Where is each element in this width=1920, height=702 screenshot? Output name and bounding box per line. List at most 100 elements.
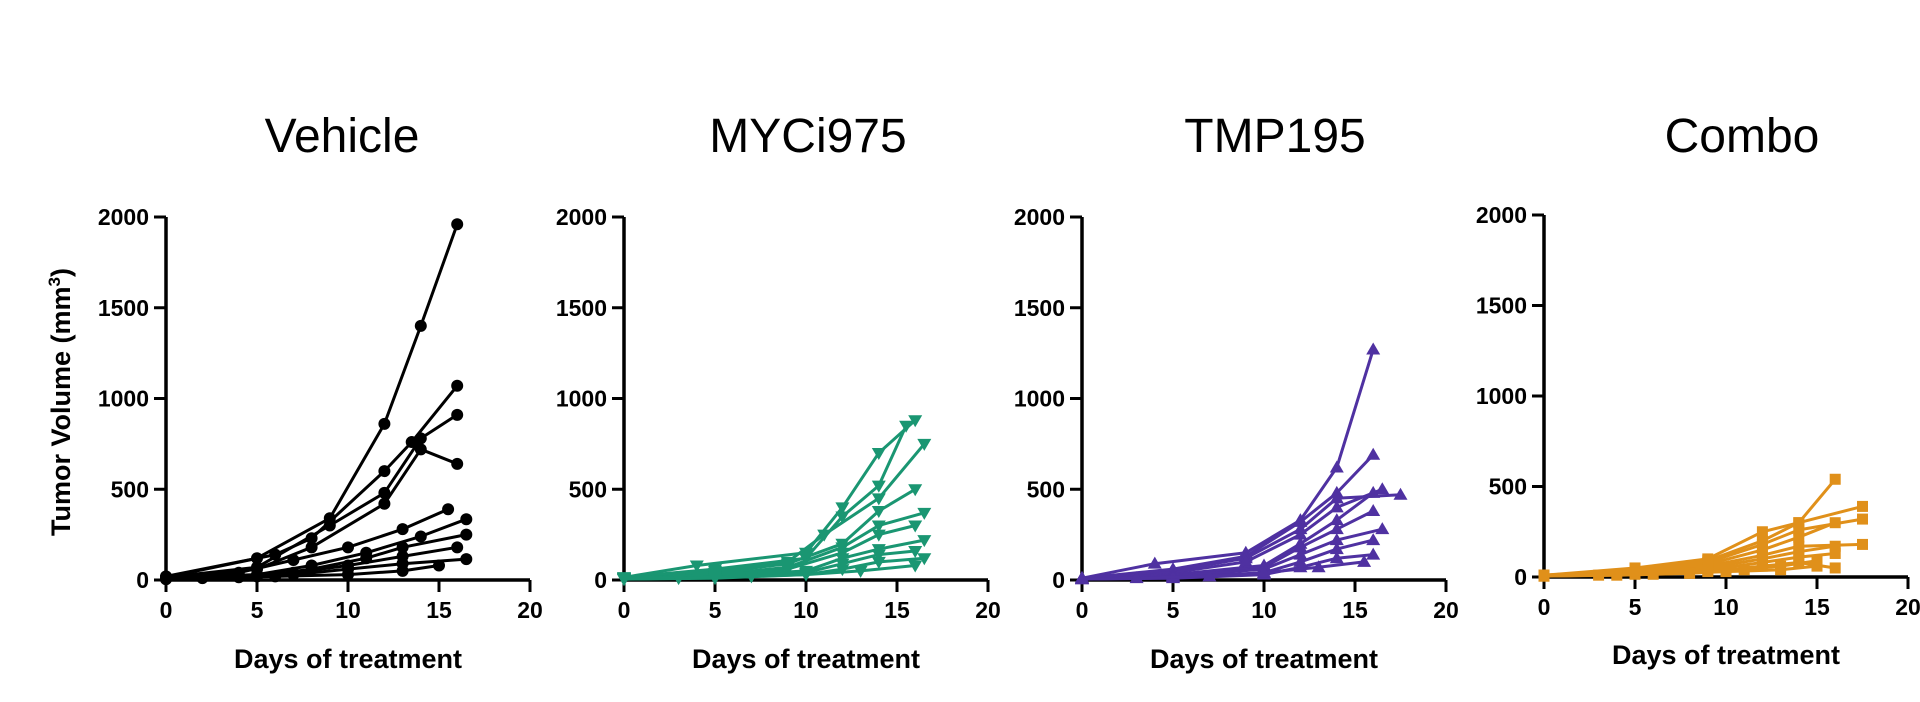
data-point <box>1829 473 1841 485</box>
data-point <box>460 513 473 526</box>
data-point <box>1202 569 1217 582</box>
data-point <box>871 529 886 542</box>
data-point <box>917 553 932 566</box>
y-tick-label: 0 <box>136 567 149 593</box>
data-point <box>396 523 409 536</box>
series-line <box>165 447 458 580</box>
x-tick-label: 5 <box>1629 594 1642 620</box>
data-point <box>1366 504 1381 517</box>
data-point <box>908 484 923 497</box>
data-point <box>396 564 409 577</box>
data-point <box>1329 542 1344 555</box>
y-tick-label: 1500 <box>556 295 607 321</box>
data-point <box>1775 564 1787 576</box>
data-point <box>378 486 391 499</box>
data-point <box>871 493 886 506</box>
data-point <box>287 554 300 567</box>
data-point <box>1857 500 1868 512</box>
x-tick-label: 15 <box>1342 597 1368 623</box>
data-point <box>451 457 464 470</box>
data-point <box>342 541 354 554</box>
y-tick-label: 1500 <box>1476 293 1527 319</box>
y-axis-label: Tumor Volume (mm3) <box>45 268 76 536</box>
series-line <box>1081 560 1365 581</box>
x-tick-label: 10 <box>793 597 819 623</box>
x-axis-label: Days of treatment <box>1150 644 1378 674</box>
data-point <box>908 545 923 558</box>
panel-title: Combo <box>1665 110 1820 163</box>
data-point <box>835 564 850 577</box>
series-line <box>1081 487 1383 580</box>
panel-title: TMP195 <box>1184 110 1365 163</box>
data-point <box>414 319 427 332</box>
data-point <box>1329 460 1344 473</box>
data-point <box>1329 491 1344 504</box>
data-point <box>1593 569 1605 581</box>
y-tick-label: 2000 <box>98 204 149 230</box>
data-point <box>396 541 409 554</box>
data-point <box>817 529 832 542</box>
data-point <box>1829 517 1841 529</box>
data-point <box>917 507 932 520</box>
data-point <box>460 528 473 541</box>
x-tick-label: 0 <box>160 597 173 623</box>
x-tick-label: 20 <box>517 597 543 623</box>
data-point <box>269 570 282 583</box>
data-point <box>1793 517 1805 529</box>
data-point <box>196 572 209 585</box>
data-point <box>1366 485 1381 498</box>
y-tick-label: 500 <box>111 476 149 502</box>
x-tick-label: 20 <box>1433 597 1459 623</box>
data-point <box>799 569 813 582</box>
series-line <box>1081 349 1375 580</box>
series-mouse-10 <box>160 559 445 586</box>
data-point <box>451 408 464 421</box>
svg-text:Tumor Volume (mm3): Tumor Volume (mm3) <box>45 268 76 536</box>
data-point <box>1075 572 1089 585</box>
data-point <box>1829 540 1841 552</box>
data-point <box>1129 571 1144 584</box>
series-line <box>165 564 440 581</box>
data-point <box>414 432 427 445</box>
panel-vehicle: Vehicle Tumor Volume (mm3) 0 500 1000 1500 2… <box>45 110 543 674</box>
data-point <box>378 465 391 478</box>
data-point <box>323 519 336 532</box>
x-tick-label: 0 <box>1076 597 1089 623</box>
series-mouse-10 <box>1538 560 1823 582</box>
data-point <box>744 571 759 584</box>
data-point <box>908 560 923 573</box>
data-point <box>1293 547 1308 560</box>
data-point <box>1393 487 1408 500</box>
data-point <box>908 520 923 533</box>
y-tick-label: 0 <box>1514 564 1527 590</box>
y-tick-label: 500 <box>1027 476 1065 502</box>
y-tick-label: 1000 <box>1476 383 1527 409</box>
panel-title: Vehicle <box>265 110 420 163</box>
data-point <box>853 565 868 578</box>
data-point <box>378 417 391 430</box>
data-point <box>1538 570 1550 582</box>
series-line <box>623 425 908 579</box>
series-line <box>623 564 916 581</box>
data-point <box>1311 560 1326 573</box>
series-line <box>165 507 449 580</box>
x-tick-label: 10 <box>1713 594 1739 620</box>
series-mouse-1 <box>160 218 464 583</box>
data-point <box>451 379 464 392</box>
data-point <box>1793 524 1805 536</box>
data-point <box>1293 540 1308 553</box>
x-tick-label: 15 <box>426 597 452 623</box>
data-point <box>871 549 886 562</box>
data-point <box>917 535 932 548</box>
data-point <box>1329 500 1344 513</box>
data-point <box>899 420 914 433</box>
data-point <box>1329 533 1344 546</box>
series-mouse-2 <box>617 420 914 585</box>
data-point <box>442 503 455 516</box>
x-tick-label: 10 <box>1251 597 1277 623</box>
data-point <box>1720 566 1732 578</box>
data-point <box>1366 533 1381 546</box>
y-tick-label: 2000 <box>556 204 607 230</box>
data-point <box>1793 531 1805 543</box>
data-point <box>451 541 464 554</box>
